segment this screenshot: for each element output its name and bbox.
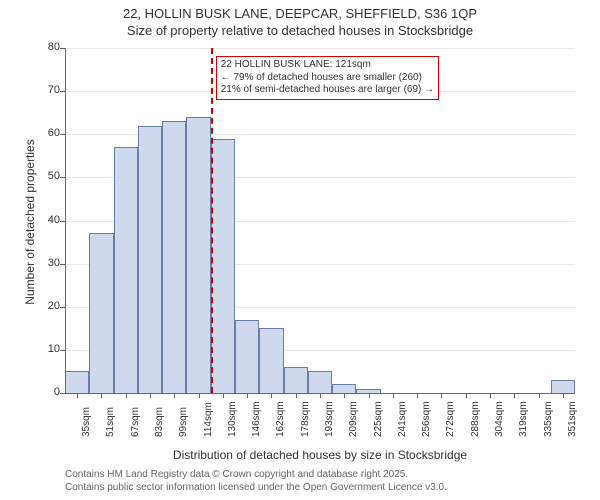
- x-tick-label: 146sqm: [251, 401, 262, 437]
- x-tick-label: 351sqm: [567, 401, 578, 437]
- annotation-line-2: ← 79% of detached houses are smaller (26…: [221, 72, 434, 85]
- x-tick-label: 67sqm: [130, 407, 141, 437]
- x-axis-label: Distribution of detached houses by size …: [65, 448, 575, 462]
- plot-area: 0102030405060708035sqm51sqm67sqm83sqm99s…: [65, 48, 575, 393]
- x-tick-label: 288sqm: [470, 401, 481, 437]
- grid-line: [65, 48, 575, 49]
- x-tick-label: 319sqm: [518, 401, 529, 437]
- x-tick-label: 130sqm: [227, 401, 238, 437]
- y-tick-label: 50: [30, 170, 60, 182]
- histogram-bar: [332, 384, 356, 393]
- histogram-bar: [235, 320, 259, 393]
- histogram-bar: [138, 126, 162, 393]
- annotation-callout: 22 HOLLIN BUSK LANE: 121sqm← 79% of deta…: [216, 56, 439, 100]
- x-tick-label: 193sqm: [324, 401, 335, 437]
- y-tick-label: 20: [30, 300, 60, 312]
- highlight-vertical-line: [211, 48, 213, 393]
- footer-line-1: Contains HM Land Registry data © Crown c…: [65, 468, 447, 481]
- histogram-bar: [284, 367, 308, 393]
- histogram-bar: [308, 371, 332, 393]
- x-tick-label: 304sqm: [494, 401, 505, 437]
- histogram-chart: 22, HOLLIN BUSK LANE, DEEPCAR, SHEFFIELD…: [0, 0, 600, 500]
- histogram-bar: [162, 121, 186, 393]
- footer-attribution: Contains HM Land Registry data © Crown c…: [65, 468, 447, 494]
- histogram-bar: [65, 371, 89, 393]
- x-tick-label: 114sqm: [203, 402, 214, 437]
- footer-line-2: Contains public sector information licen…: [65, 481, 447, 494]
- title-line-2: Size of property relative to detached ho…: [0, 23, 600, 40]
- histogram-bar: [114, 147, 138, 393]
- x-tick-label: 241sqm: [397, 401, 408, 437]
- x-tick-label: 272sqm: [445, 401, 456, 437]
- histogram-bar: [551, 380, 575, 393]
- histogram-bar: [211, 139, 235, 393]
- x-tick-label: 256sqm: [421, 401, 432, 437]
- x-axis-line: [65, 393, 575, 394]
- x-tick-label: 209sqm: [348, 401, 359, 437]
- histogram-bar: [186, 117, 210, 393]
- y-tick-label: 80: [30, 41, 60, 53]
- x-tick-label: 335sqm: [543, 401, 554, 437]
- y-tick-label: 60: [30, 127, 60, 139]
- annotation-line-3: 21% of semi-detached houses are larger (…: [221, 84, 434, 97]
- y-tick-label: 70: [30, 84, 60, 96]
- y-tick-label: 30: [30, 257, 60, 269]
- histogram-bar: [89, 233, 113, 393]
- chart-title: 22, HOLLIN BUSK LANE, DEEPCAR, SHEFFIELD…: [0, 6, 600, 40]
- x-tick-label: 178sqm: [300, 401, 311, 437]
- x-tick-label: 83sqm: [154, 407, 165, 437]
- x-tick-label: 51sqm: [105, 407, 116, 437]
- y-tick-label: 10: [30, 343, 60, 355]
- histogram-bar: [259, 328, 283, 393]
- annotation-line-1: 22 HOLLIN BUSK LANE: 121sqm: [221, 59, 434, 72]
- y-tick-label: 0: [30, 386, 60, 398]
- x-tick-label: 162sqm: [275, 401, 286, 437]
- x-tick-label: 99sqm: [178, 407, 189, 437]
- x-tick-label: 225sqm: [373, 401, 384, 437]
- y-axis-line: [65, 48, 66, 393]
- x-tick-label: 35sqm: [81, 407, 92, 437]
- y-tick-label: 40: [30, 214, 60, 226]
- title-line-1: 22, HOLLIN BUSK LANE, DEEPCAR, SHEFFIELD…: [0, 6, 600, 23]
